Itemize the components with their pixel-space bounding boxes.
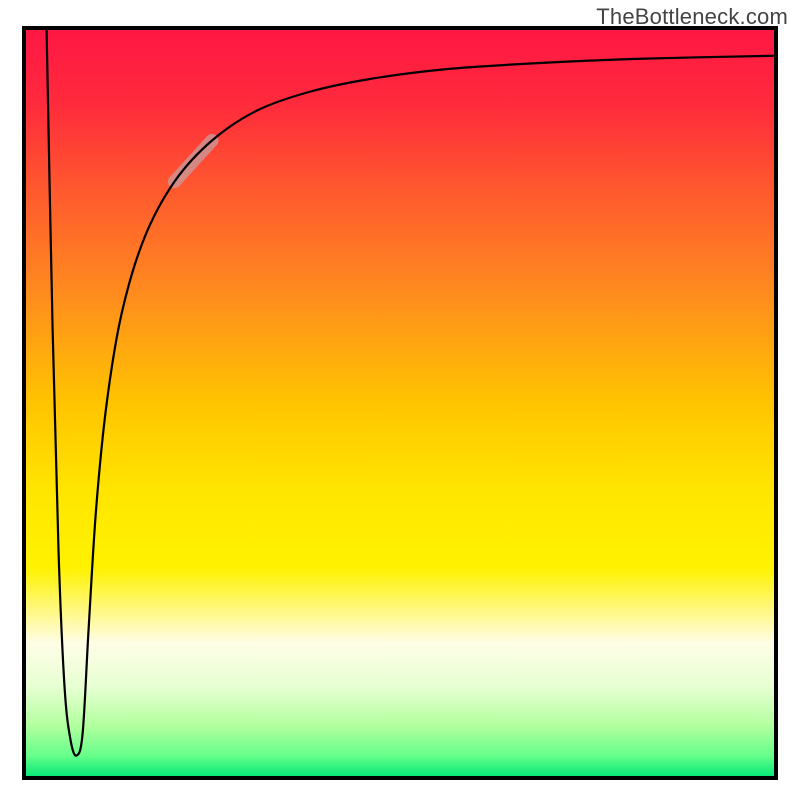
bottleneck-curve-chart (0, 0, 800, 800)
watermark-text: TheBottleneck.com (596, 4, 788, 30)
chart-container: TheBottleneck.com (0, 0, 800, 800)
plot-background (24, 28, 776, 778)
